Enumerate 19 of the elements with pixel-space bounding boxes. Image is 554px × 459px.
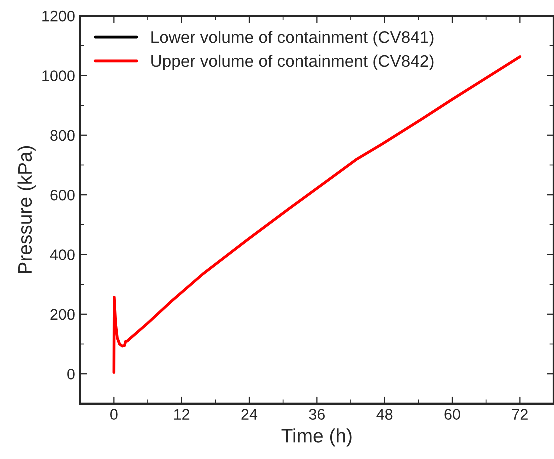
y-tick-label: 400 bbox=[50, 250, 75, 260]
y-axis-title: Pressure (kPa) bbox=[18, 146, 36, 274]
x-tick-label: 36 bbox=[309, 409, 325, 420]
legend-label: Upper volume of containment (CV842) bbox=[152, 54, 434, 70]
y-tick-label: 0 bbox=[68, 368, 75, 380]
x-tick-label: 48 bbox=[376, 409, 393, 420]
y-tick-label: 800 bbox=[50, 130, 75, 142]
y-tick-label: 600 bbox=[50, 190, 75, 201]
x-tick-label: 0 bbox=[110, 409, 118, 420]
y-tick-label: 1200 bbox=[42, 10, 75, 22]
legend-label: Lower volume of containment (CV841) bbox=[152, 31, 434, 47]
x-tick-label: 72 bbox=[512, 409, 528, 420]
x-axis-title: Time (h) bbox=[282, 428, 352, 447]
line-series bbox=[112, 56, 522, 374]
x-tick-label: 60 bbox=[444, 409, 460, 420]
y-tick-label: 1000 bbox=[42, 70, 75, 82]
x-tick-label: 12 bbox=[174, 409, 190, 420]
y-tick-label: 200 bbox=[50, 309, 75, 320]
x-tick-label: 24 bbox=[242, 409, 258, 420]
